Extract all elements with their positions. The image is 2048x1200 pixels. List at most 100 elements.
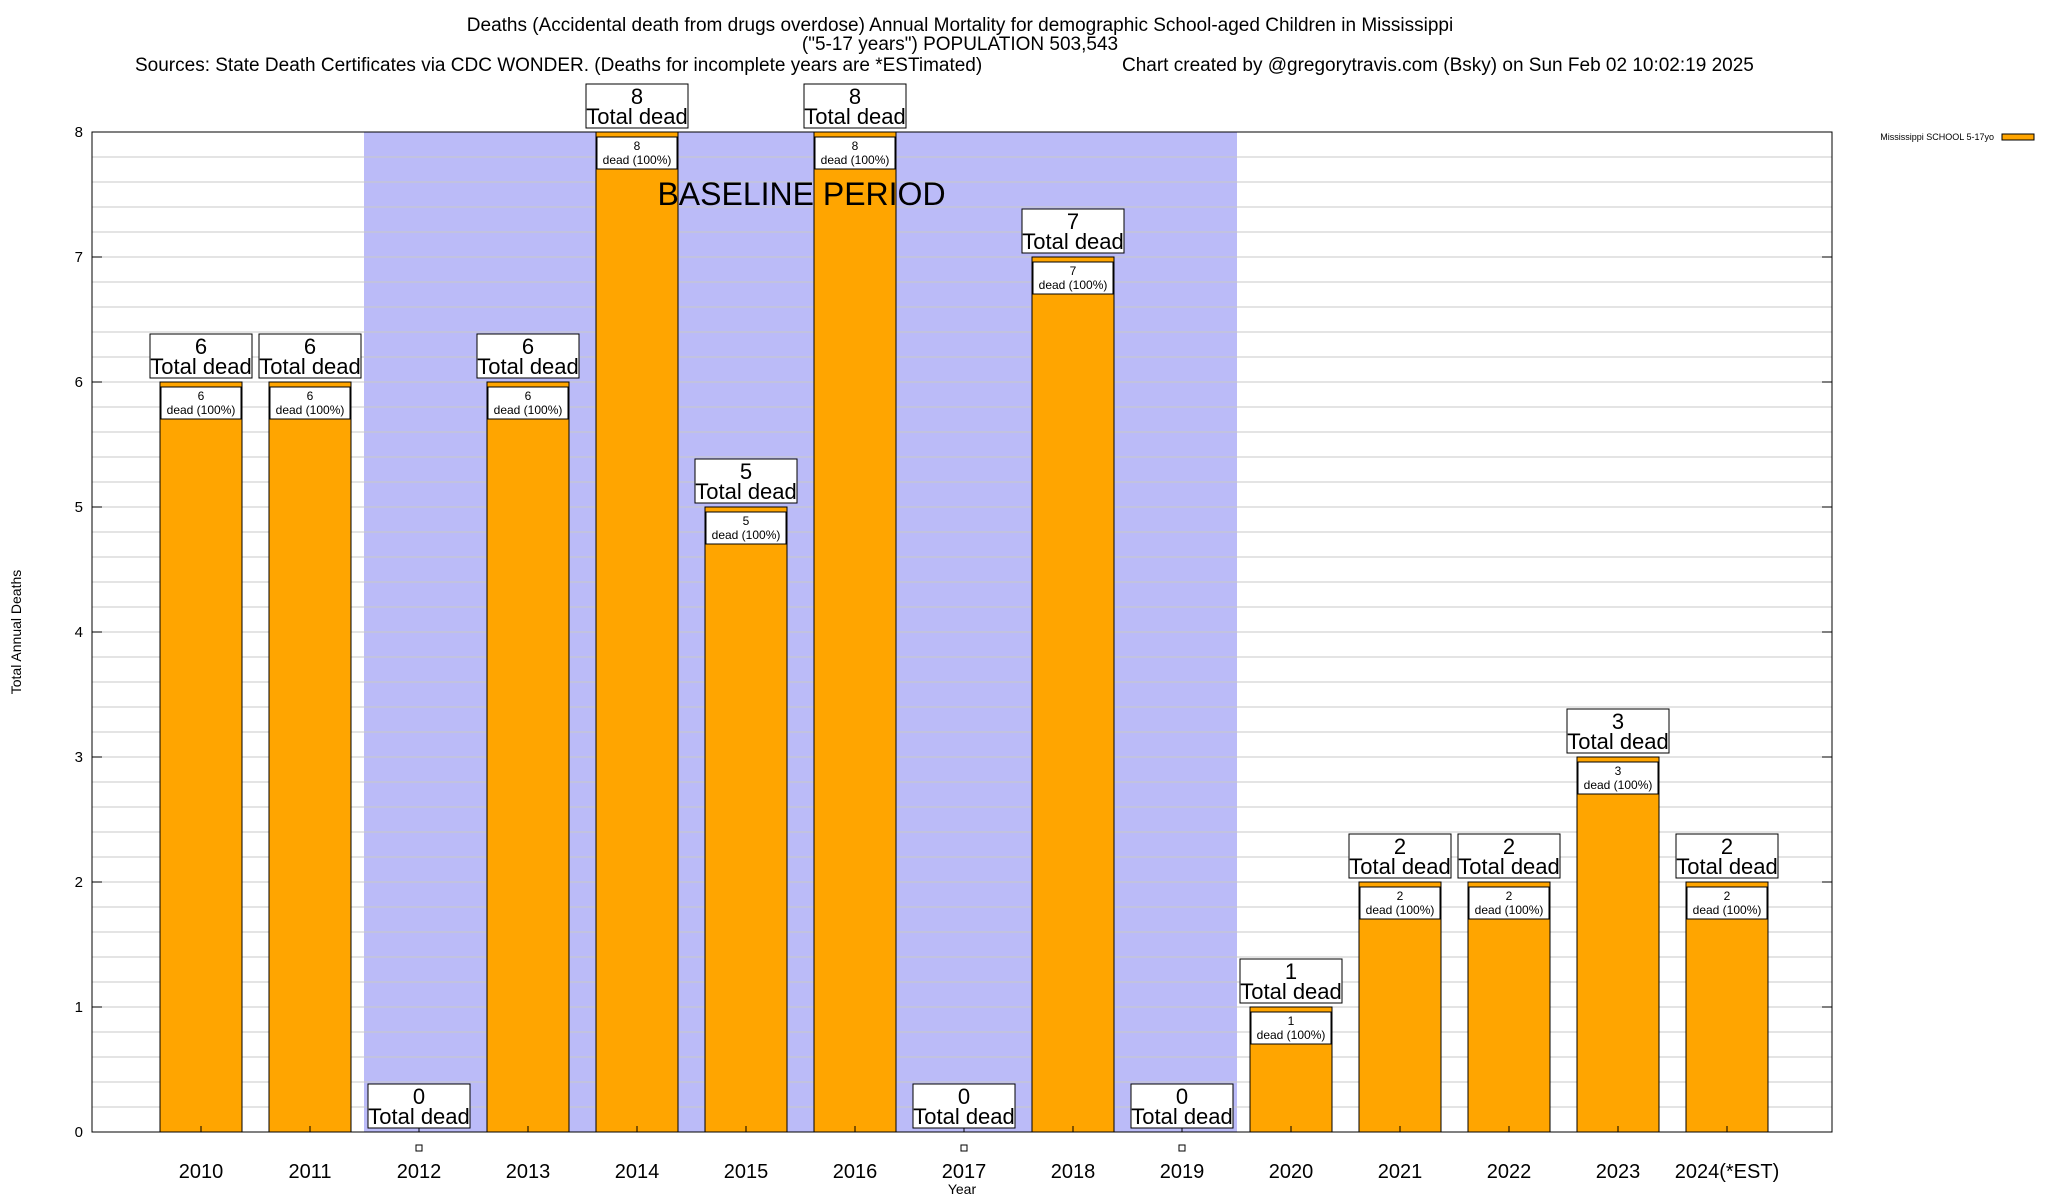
bar — [1685, 881, 1769, 1133]
x-tick-label: 2023 — [1596, 1161, 1641, 1183]
total-label-box — [803, 83, 907, 129]
segment-label-box — [1359, 886, 1441, 920]
total-label-text: Total dead — [150, 354, 252, 379]
total-label-text: Total dead — [1022, 229, 1124, 254]
y-tick-label: 3 — [75, 749, 83, 766]
segment-label-count: 8 — [852, 139, 859, 153]
total-label-box — [1021, 208, 1125, 254]
total-label-text: Total dead — [1240, 979, 1342, 1004]
chart-title-line1: Deaths (Accidental death from drugs over… — [467, 15, 1453, 36]
zero-marker — [1178, 1144, 1186, 1152]
total-label-box — [1130, 1083, 1234, 1129]
total-label-count: 5 — [740, 459, 752, 484]
x-tick-label: 2019 — [1160, 1161, 1205, 1183]
segment-label-percent: dead (100%) — [494, 403, 563, 417]
chart-sources: Sources: State Death Certificates via CD… — [135, 55, 982, 76]
legend-label: Mississippi SCHOOL 5-17yo — [1880, 132, 1994, 142]
x-tick-label: 2021 — [1378, 1161, 1423, 1183]
total-label-count: 1 — [1285, 959, 1297, 984]
segment-label-count: 2 — [1724, 889, 1731, 903]
x-tick-label: 2017 — [942, 1161, 987, 1183]
total-label-count: 7 — [1067, 209, 1079, 234]
total-label-box — [1675, 833, 1779, 879]
y-tick-label: 1 — [75, 999, 83, 1016]
segment-label-box — [596, 136, 678, 170]
total-label-box — [912, 1083, 1016, 1129]
total-label-text: Total dead — [804, 104, 906, 129]
segment-label-box — [1468, 886, 1550, 920]
x-axis: 2010 2011 2012 2013 2014 2015 2016 2017 2018 2019… — [179, 1126, 1779, 1183]
segment-label-box — [1686, 886, 1768, 920]
total-label-count: 3 — [1612, 709, 1624, 734]
total-label-box — [1239, 958, 1343, 1004]
x-tick-label: 2016 — [833, 1161, 878, 1183]
total-label-text: Total dead — [1131, 1104, 1233, 1129]
x-tick-label: 2012 — [397, 1161, 442, 1183]
total-label-box — [1348, 833, 1452, 879]
x-tick-label: 2018 — [1051, 1161, 1096, 1183]
total-label-box — [1457, 833, 1561, 879]
baseline-period-label: BASELINE PERIOD — [657, 176, 945, 212]
total-label-text: Total dead — [695, 479, 797, 504]
y-axis: 0 1 2 3 4 5 6 7 8 — [75, 124, 1832, 1141]
segment-label-count: 2 — [1397, 889, 1404, 903]
chart-title-line2: ("5-17 years") POPULATION 503,543 — [802, 34, 1118, 55]
total-label-text: Total dead — [586, 104, 688, 129]
x-tick-label: 2022 — [1487, 1161, 1532, 1183]
bar — [268, 381, 352, 1133]
total-label-box — [476, 333, 580, 379]
total-label-count: 2 — [1394, 834, 1406, 859]
total-label-box — [1566, 708, 1670, 754]
segment-label-count: 3 — [1615, 764, 1622, 778]
segment-label-count: 2 — [1506, 889, 1513, 903]
bar — [486, 381, 570, 1133]
total-label-box — [258, 333, 362, 379]
total-label-text: Total dead — [368, 1104, 470, 1129]
total-label-count: 8 — [631, 84, 643, 109]
total-label-count: 6 — [522, 334, 534, 359]
total-label-count: 6 — [195, 334, 207, 359]
total-label-text: Total dead — [1567, 729, 1669, 754]
bar — [1576, 756, 1660, 1133]
total-label-count: 6 — [304, 334, 316, 359]
segment-label-percent: dead (100%) — [1475, 903, 1544, 917]
bar — [159, 381, 243, 1133]
bar — [1358, 881, 1442, 1133]
y-tick-label: 6 — [75, 374, 83, 391]
segment-label-box — [1577, 761, 1659, 795]
y-tick-label: 8 — [75, 124, 83, 141]
segment-label-box — [160, 386, 242, 420]
segment-label-percent: dead (100%) — [1257, 1028, 1326, 1042]
legend-swatch — [2001, 133, 2035, 141]
segment-label-count: 5 — [743, 514, 750, 528]
segment-label-count: 7 — [1070, 264, 1077, 278]
x-tick-label: 2014 — [615, 1161, 660, 1183]
segment-label-count: 1 — [1288, 1014, 1295, 1028]
gridlines — [92, 131, 1832, 1133]
total-label-text: Total dead — [913, 1104, 1015, 1129]
segment-label-percent: dead (100%) — [1366, 903, 1435, 917]
segment-label-count: 6 — [198, 389, 205, 403]
total-label-count: 8 — [849, 84, 861, 109]
segment-label-count: 6 — [307, 389, 314, 403]
total-label-count: 2 — [1503, 834, 1515, 859]
total-label-text: Total dead — [259, 354, 361, 379]
segment-label-percent: dead (100%) — [1584, 778, 1653, 792]
y-tick-label: 5 — [75, 499, 83, 516]
total-label-count: 0 — [1176, 1084, 1188, 1109]
segment-label-percent: dead (100%) — [167, 403, 236, 417]
segment-label-box — [1032, 261, 1114, 295]
total-label-count: 2 — [1721, 834, 1733, 859]
bar — [595, 131, 679, 1133]
total-label-box — [694, 458, 798, 504]
total-label-text: Total dead — [1458, 854, 1560, 879]
segment-label-percent: dead (100%) — [821, 153, 890, 167]
segment-label-box — [269, 386, 351, 420]
segment-label-box — [705, 511, 787, 545]
segment-label-percent: dead (100%) — [1693, 903, 1762, 917]
y-tick-label: 7 — [75, 249, 83, 266]
total-label-text: Total dead — [1676, 854, 1778, 879]
total-label-count: 0 — [413, 1084, 425, 1109]
